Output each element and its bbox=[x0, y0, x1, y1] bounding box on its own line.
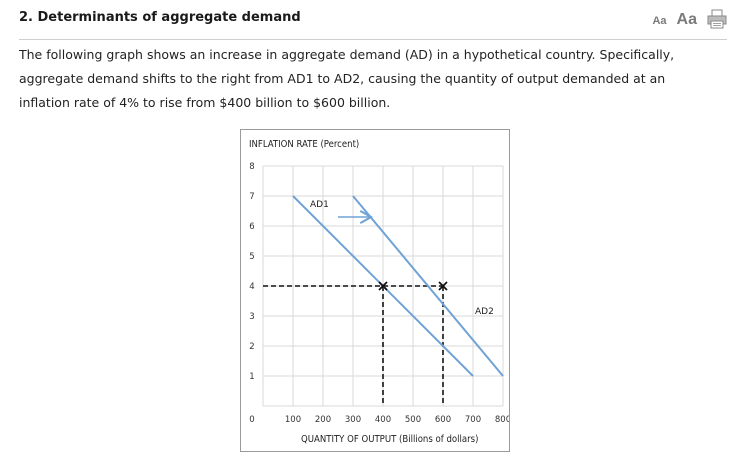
equilibrium-marker-600 bbox=[438, 281, 448, 291]
y-axis-title: INFLATION RATE (Percent) bbox=[249, 139, 359, 150]
curve-label-ad2: AD2 bbox=[475, 307, 494, 317]
y-tick-label-4: 4 bbox=[249, 282, 254, 292]
question-header: 2. Determinants of aggregate demand Aa A… bbox=[19, 9, 727, 40]
question-title: 2. Determinants of aggregate demand bbox=[19, 10, 301, 25]
x-tick-label-300: 300 bbox=[345, 415, 361, 425]
print-icon[interactable] bbox=[707, 9, 727, 29]
x-tick-label-800: 800 bbox=[495, 415, 509, 425]
y-tick-label-7: 7 bbox=[249, 192, 254, 202]
header-divider bbox=[19, 39, 727, 40]
question-paragraph: The following graph shows an increase in… bbox=[19, 47, 675, 110]
y-tick-label-8: 8 bbox=[249, 162, 254, 172]
y-tick-label-6: 6 bbox=[249, 222, 254, 232]
y-tick-label-1: 1 bbox=[249, 372, 254, 382]
x-tick-label-400: 400 bbox=[375, 415, 391, 425]
x-axis-title: QUANTITY OF OUTPUT (Billions of dollars) bbox=[301, 434, 478, 445]
x-tick-label-700: 700 bbox=[465, 415, 481, 425]
ad-shift-chart: INFLATION RATE (Percent) QUANTITY OF OUTP… bbox=[240, 129, 510, 452]
y-tick-label-3: 3 bbox=[249, 312, 254, 322]
font-size-increase-button[interactable]: Aa bbox=[676, 11, 697, 28]
curve-label-ad1: AD1 bbox=[310, 200, 329, 210]
origin-tick-label: 0 bbox=[249, 415, 254, 425]
equilibrium-marker-400 bbox=[378, 281, 388, 291]
curve-ad2 bbox=[352, 195, 504, 377]
y-tick-label-2: 2 bbox=[249, 342, 254, 352]
x-tick-label-100: 100 bbox=[285, 415, 301, 425]
chart-svg: INFLATION RATE (Percent) QUANTITY OF OUTP… bbox=[249, 139, 509, 445]
x-tick-label-600: 600 bbox=[435, 415, 451, 425]
x-tick-label-500: 500 bbox=[405, 415, 421, 425]
header-tools: Aa Aa bbox=[652, 9, 727, 29]
font-size-decrease-button[interactable]: Aa bbox=[652, 15, 667, 27]
x-tick-label-200: 200 bbox=[315, 415, 331, 425]
y-tick-label-5: 5 bbox=[249, 252, 254, 262]
